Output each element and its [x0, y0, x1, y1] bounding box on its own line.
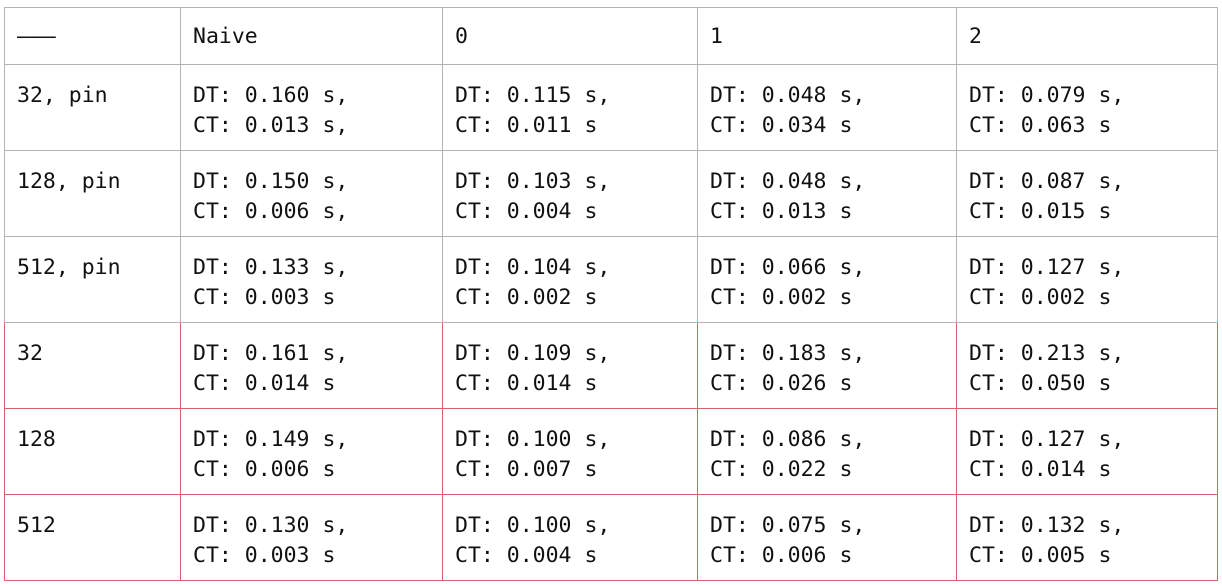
row-label: 32: [4, 322, 181, 409]
timing-cell: DT: 0.183 s, CT: 0.026 s: [697, 322, 957, 409]
timing-cell: DT: 0.109 s, CT: 0.014 s: [442, 322, 698, 409]
row-label: 512: [4, 494, 181, 581]
timing-cell: DT: 0.132 s, CT: 0.005 s: [956, 494, 1218, 581]
timing-cell: DT: 0.100 s, CT: 0.007 s: [442, 408, 698, 495]
timing-cell: DT: 0.127 s, CT: 0.014 s: [956, 408, 1218, 495]
row-label: 128, pin: [4, 150, 181, 237]
header-2: 2: [956, 7, 1218, 65]
table-row-highlighted: 512 DT: 0.130 s, CT: 0.003 s DT: 0.100 s,…: [4, 494, 1218, 581]
timing-cell: DT: 0.075 s, CT: 0.006 s: [697, 494, 957, 581]
row-label: 128: [4, 408, 181, 495]
timing-cell: DT: 0.103 s, CT: 0.004 s: [442, 150, 698, 237]
timing-cell: DT: 0.079 s, CT: 0.063 s: [956, 64, 1218, 151]
timing-cell: DT: 0.160 s, CT: 0.013 s,: [180, 64, 443, 151]
timing-cell: DT: 0.150 s, CT: 0.006 s,: [180, 150, 443, 237]
table-row: 32, pin DT: 0.160 s, CT: 0.013 s, DT: 0.1…: [4, 64, 1218, 151]
timing-cell: DT: 0.161 s, CT: 0.014 s: [180, 322, 443, 409]
timing-cell: DT: 0.115 s, CT: 0.011 s: [442, 64, 698, 151]
timing-cell: DT: 0.048 s, CT: 0.013 s: [697, 150, 957, 237]
timing-cell: DT: 0.104 s, CT: 0.002 s: [442, 236, 698, 323]
timing-cell: DT: 0.127 s, CT: 0.002 s: [956, 236, 1218, 323]
timing-cell: DT: 0.086 s, CT: 0.022 s: [697, 408, 957, 495]
header-row: ——— Naive 0 1 2: [4, 7, 1218, 65]
table-row: 512, pin DT: 0.133 s, CT: 0.003 s DT: 0.1…: [4, 236, 1218, 323]
timing-table: ——— Naive 0 1 2 32, pin DT: 0.160 s, CT: …: [4, 7, 1218, 581]
table-row-highlighted: 32 DT: 0.161 s, CT: 0.014 s DT: 0.109 s, C…: [4, 322, 1218, 409]
timing-cell: DT: 0.048 s, CT: 0.034 s: [697, 64, 957, 151]
header-0: 0: [442, 7, 698, 65]
timing-cell: DT: 0.066 s, CT: 0.002 s: [697, 236, 957, 323]
header-1: 1: [697, 7, 957, 65]
timing-cell: DT: 0.087 s, CT: 0.015 s: [956, 150, 1218, 237]
table-row-highlighted: 128 DT: 0.149 s, CT: 0.006 s DT: 0.100 s,…: [4, 408, 1218, 495]
table-row: 128, pin DT: 0.150 s, CT: 0.006 s, DT: 0.…: [4, 150, 1218, 237]
row-label: 512, pin: [4, 236, 181, 323]
row-label: 32, pin: [4, 64, 181, 151]
header-corner: ———: [4, 7, 181, 65]
header-naive: Naive: [180, 7, 443, 65]
timing-cell: DT: 0.133 s, CT: 0.003 s: [180, 236, 443, 323]
timing-cell: DT: 0.130 s, CT: 0.003 s: [180, 494, 443, 581]
timing-cell: DT: 0.213 s, CT: 0.050 s: [956, 322, 1218, 409]
timing-cell: DT: 0.100 s, CT: 0.004 s: [442, 494, 698, 581]
timing-cell: DT: 0.149 s, CT: 0.006 s: [180, 408, 443, 495]
